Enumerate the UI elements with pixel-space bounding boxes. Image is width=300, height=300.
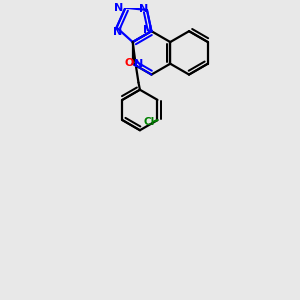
Text: N: N — [139, 4, 148, 14]
Text: N: N — [113, 27, 123, 37]
Text: O: O — [124, 58, 134, 68]
Text: N: N — [113, 3, 123, 13]
Text: Cl: Cl — [143, 117, 154, 127]
Text: N: N — [143, 25, 153, 35]
Text: N: N — [134, 59, 144, 69]
